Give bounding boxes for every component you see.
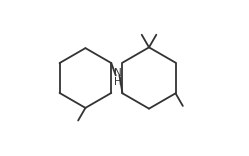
Text: N
H: N H [114,68,122,87]
